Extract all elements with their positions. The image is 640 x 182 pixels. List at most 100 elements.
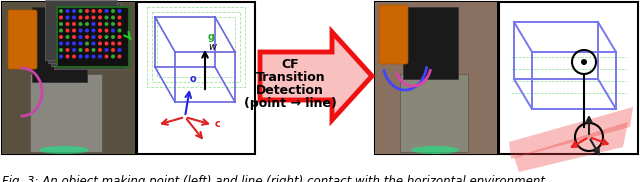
Bar [45, 0, 117, 60]
Bar [403, 7, 458, 79]
Circle shape [111, 29, 115, 33]
Circle shape [92, 9, 95, 13]
Circle shape [72, 35, 76, 39]
Circle shape [111, 22, 115, 26]
Polygon shape [260, 32, 372, 120]
Bar [375, 2, 497, 154]
Circle shape [118, 41, 122, 46]
Circle shape [59, 9, 63, 13]
Circle shape [79, 41, 83, 46]
FancyBboxPatch shape [379, 5, 408, 64]
Text: CF: CF [282, 58, 299, 71]
Circle shape [92, 35, 95, 39]
Circle shape [92, 29, 95, 33]
Circle shape [104, 9, 109, 13]
Text: t: t [121, 0, 125, 1]
Circle shape [111, 41, 115, 46]
Text: g: g [208, 32, 215, 42]
Circle shape [98, 9, 102, 13]
Circle shape [79, 35, 83, 39]
Circle shape [59, 41, 63, 46]
Bar [48, 3, 120, 63]
Ellipse shape [411, 146, 459, 154]
Circle shape [118, 35, 122, 39]
Circle shape [85, 29, 89, 33]
Circle shape [85, 22, 89, 26]
Circle shape [59, 48, 63, 52]
Circle shape [65, 41, 70, 46]
Text: Fig. 3: An object making point (left) and line (right) contact with the horizont: Fig. 3: An object making point (left) an… [2, 175, 548, 182]
Circle shape [72, 41, 76, 46]
Circle shape [65, 15, 70, 19]
Circle shape [111, 15, 115, 19]
Bar [147, 7, 245, 87]
Circle shape [79, 54, 83, 58]
Circle shape [118, 29, 122, 33]
Circle shape [65, 22, 70, 26]
Circle shape [92, 22, 95, 26]
Circle shape [79, 29, 83, 33]
Bar [400, 74, 468, 152]
Bar [54, 9, 126, 69]
Circle shape [59, 35, 63, 39]
Circle shape [118, 9, 122, 13]
Circle shape [581, 59, 587, 65]
Circle shape [98, 35, 102, 39]
Circle shape [59, 22, 63, 26]
Circle shape [65, 48, 70, 52]
Circle shape [98, 41, 102, 46]
Circle shape [92, 54, 95, 58]
Circle shape [104, 15, 109, 19]
Circle shape [72, 29, 76, 33]
Circle shape [98, 48, 102, 52]
Circle shape [85, 41, 89, 46]
Ellipse shape [39, 146, 89, 154]
Bar [32, 7, 87, 82]
Bar [375, 2, 497, 154]
Circle shape [92, 48, 95, 52]
Text: Detection: Detection [256, 84, 324, 97]
Circle shape [104, 29, 109, 33]
Circle shape [59, 29, 63, 33]
Bar [30, 74, 102, 152]
Circle shape [65, 29, 70, 33]
Circle shape [79, 9, 83, 13]
Circle shape [118, 15, 122, 19]
Circle shape [104, 48, 109, 52]
Circle shape [65, 35, 70, 39]
Bar [499, 2, 638, 154]
Circle shape [72, 48, 76, 52]
Circle shape [104, 54, 109, 58]
Text: w: w [208, 42, 216, 52]
Text: Transition: Transition [255, 71, 325, 84]
Text: o: o [190, 74, 196, 84]
Circle shape [72, 9, 76, 13]
Bar [137, 2, 255, 154]
Circle shape [65, 54, 70, 58]
Bar [2, 2, 135, 154]
Circle shape [111, 54, 115, 58]
Circle shape [98, 15, 102, 19]
Circle shape [72, 54, 76, 58]
Circle shape [98, 54, 102, 58]
Circle shape [104, 35, 109, 39]
Circle shape [72, 15, 76, 19]
Circle shape [85, 54, 89, 58]
Circle shape [72, 22, 76, 26]
Bar [2, 2, 135, 154]
Polygon shape [514, 122, 628, 172]
Circle shape [65, 9, 70, 13]
Circle shape [111, 48, 115, 52]
Circle shape [85, 48, 89, 52]
Circle shape [85, 35, 89, 39]
Bar [152, 12, 240, 82]
Circle shape [79, 48, 83, 52]
Circle shape [98, 22, 102, 26]
Circle shape [92, 41, 95, 46]
Circle shape [118, 22, 122, 26]
Circle shape [104, 22, 109, 26]
Circle shape [85, 15, 89, 19]
Circle shape [98, 29, 102, 33]
Circle shape [92, 15, 95, 19]
Bar [57, 7, 129, 67]
